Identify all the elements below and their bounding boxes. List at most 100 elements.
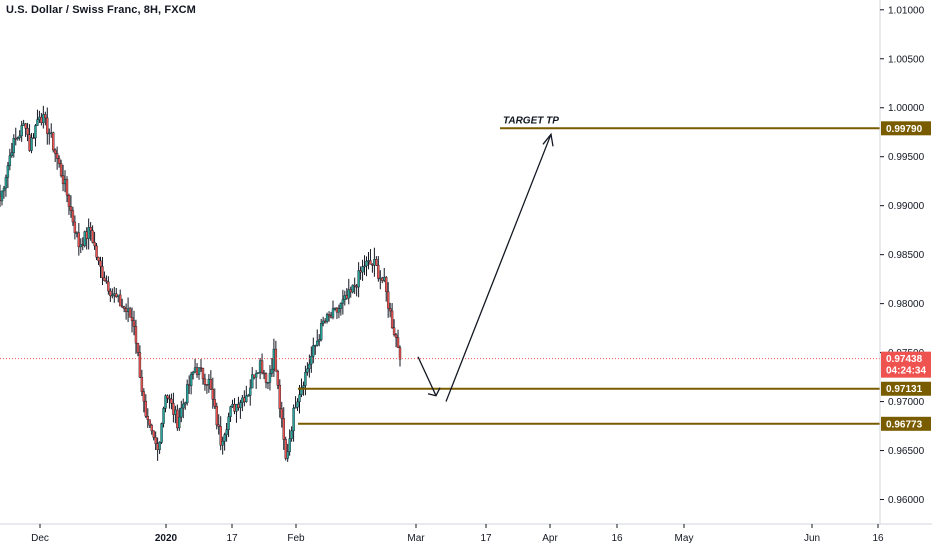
candle-body bbox=[318, 339, 321, 342]
candle-body bbox=[233, 404, 236, 412]
candle-body bbox=[193, 367, 197, 373]
candle-body bbox=[388, 308, 392, 312]
candle-body bbox=[243, 397, 246, 402]
candle-body bbox=[10, 152, 14, 157]
countdown-label: 04:24:34 bbox=[886, 366, 926, 377]
candle-body bbox=[93, 242, 96, 247]
candle-body bbox=[351, 284, 354, 293]
candle-body bbox=[0, 190, 4, 202]
candle-body bbox=[211, 388, 215, 400]
candle-body bbox=[81, 244, 84, 246]
candle-body bbox=[101, 266, 104, 279]
candle-body bbox=[385, 277, 388, 292]
candle-body bbox=[298, 394, 301, 403]
candle-body bbox=[164, 395, 167, 409]
candle-body bbox=[103, 277, 106, 282]
candle-body bbox=[158, 442, 161, 450]
candle-body bbox=[174, 409, 177, 415]
candle-body bbox=[187, 384, 191, 387]
y-tick-label: 0.97000 bbox=[888, 397, 925, 408]
candle-body bbox=[223, 434, 226, 442]
candle-body bbox=[105, 280, 108, 283]
chart-title: U.S. Dollar / Swiss Franc, 8H, FXCM bbox=[6, 4, 196, 16]
candle-body bbox=[107, 281, 110, 292]
level-tag bbox=[881, 416, 931, 431]
candle-body bbox=[4, 177, 8, 189]
candle-body bbox=[276, 371, 280, 386]
candle-body bbox=[266, 382, 270, 384]
candle-body bbox=[166, 395, 169, 399]
candle-body bbox=[359, 270, 362, 273]
level-tag-label: 0.97131 bbox=[886, 384, 923, 395]
candle-body bbox=[40, 116, 43, 123]
candle-body bbox=[73, 221, 77, 234]
candle-body bbox=[207, 378, 211, 385]
candle-body bbox=[337, 308, 341, 313]
candle-body bbox=[209, 378, 213, 390]
candle-body bbox=[122, 306, 126, 309]
candle-body bbox=[148, 419, 151, 426]
x-tick-label: Mar bbox=[407, 533, 425, 544]
candle-body bbox=[381, 277, 384, 281]
candle-body bbox=[331, 308, 335, 318]
candle-body bbox=[111, 294, 114, 297]
candle-body bbox=[2, 187, 6, 192]
candle-body bbox=[180, 407, 183, 418]
candle-body bbox=[308, 363, 311, 370]
x-tick-label: 17 bbox=[480, 533, 492, 544]
candle-body bbox=[321, 320, 325, 324]
y-tick-label: 1.00000 bbox=[888, 103, 925, 114]
candle-body bbox=[178, 416, 181, 429]
candle-body bbox=[274, 348, 278, 372]
candle-body bbox=[53, 149, 57, 154]
candle-body bbox=[99, 260, 102, 267]
candle-body bbox=[26, 128, 29, 135]
candle-body bbox=[392, 327, 396, 335]
candle-body bbox=[329, 315, 333, 318]
candle-body bbox=[300, 387, 303, 395]
candle-body bbox=[134, 326, 138, 344]
candle-body bbox=[48, 132, 51, 135]
level-tag bbox=[881, 381, 931, 396]
candle-body bbox=[213, 399, 216, 407]
candle-body bbox=[87, 227, 90, 239]
level-tag bbox=[881, 121, 931, 136]
candle-body bbox=[361, 266, 364, 273]
candle-body bbox=[189, 373, 193, 387]
candle-body bbox=[184, 402, 187, 405]
candle-body bbox=[32, 137, 35, 139]
candle-body bbox=[85, 231, 88, 239]
candle-body bbox=[296, 401, 299, 408]
candle-body bbox=[8, 155, 12, 166]
candle-body bbox=[369, 260, 372, 265]
candle-body bbox=[294, 407, 297, 409]
plot-area[interactable]: TARGET TP bbox=[0, 105, 880, 462]
candle-body bbox=[383, 277, 386, 281]
candle-body bbox=[191, 371, 195, 375]
y-tick-label: 0.96000 bbox=[888, 495, 925, 506]
candle-body bbox=[390, 310, 394, 328]
candle-body bbox=[203, 378, 207, 385]
candle-body bbox=[235, 403, 238, 412]
x-tick-label: 16 bbox=[611, 533, 623, 544]
candle-body bbox=[270, 368, 274, 374]
x-tick-label: Apr bbox=[542, 533, 558, 544]
y-tick-label: 0.98500 bbox=[888, 250, 925, 261]
candle-body bbox=[304, 372, 307, 386]
x-tick-label: Jun bbox=[804, 533, 820, 544]
candle-body bbox=[286, 451, 289, 459]
candle-body bbox=[63, 179, 67, 185]
candle-body bbox=[185, 384, 189, 404]
candle-body bbox=[217, 424, 220, 427]
candle-body bbox=[91, 230, 94, 243]
candle-body bbox=[117, 294, 120, 297]
candle-body bbox=[136, 342, 140, 353]
candle-body bbox=[245, 395, 248, 402]
y-tick-label: 0.99000 bbox=[888, 201, 925, 212]
candle-body bbox=[59, 163, 63, 176]
candle-body bbox=[142, 391, 146, 402]
candle-body bbox=[55, 153, 59, 159]
candle-body bbox=[282, 418, 285, 440]
candle-body bbox=[249, 387, 252, 396]
